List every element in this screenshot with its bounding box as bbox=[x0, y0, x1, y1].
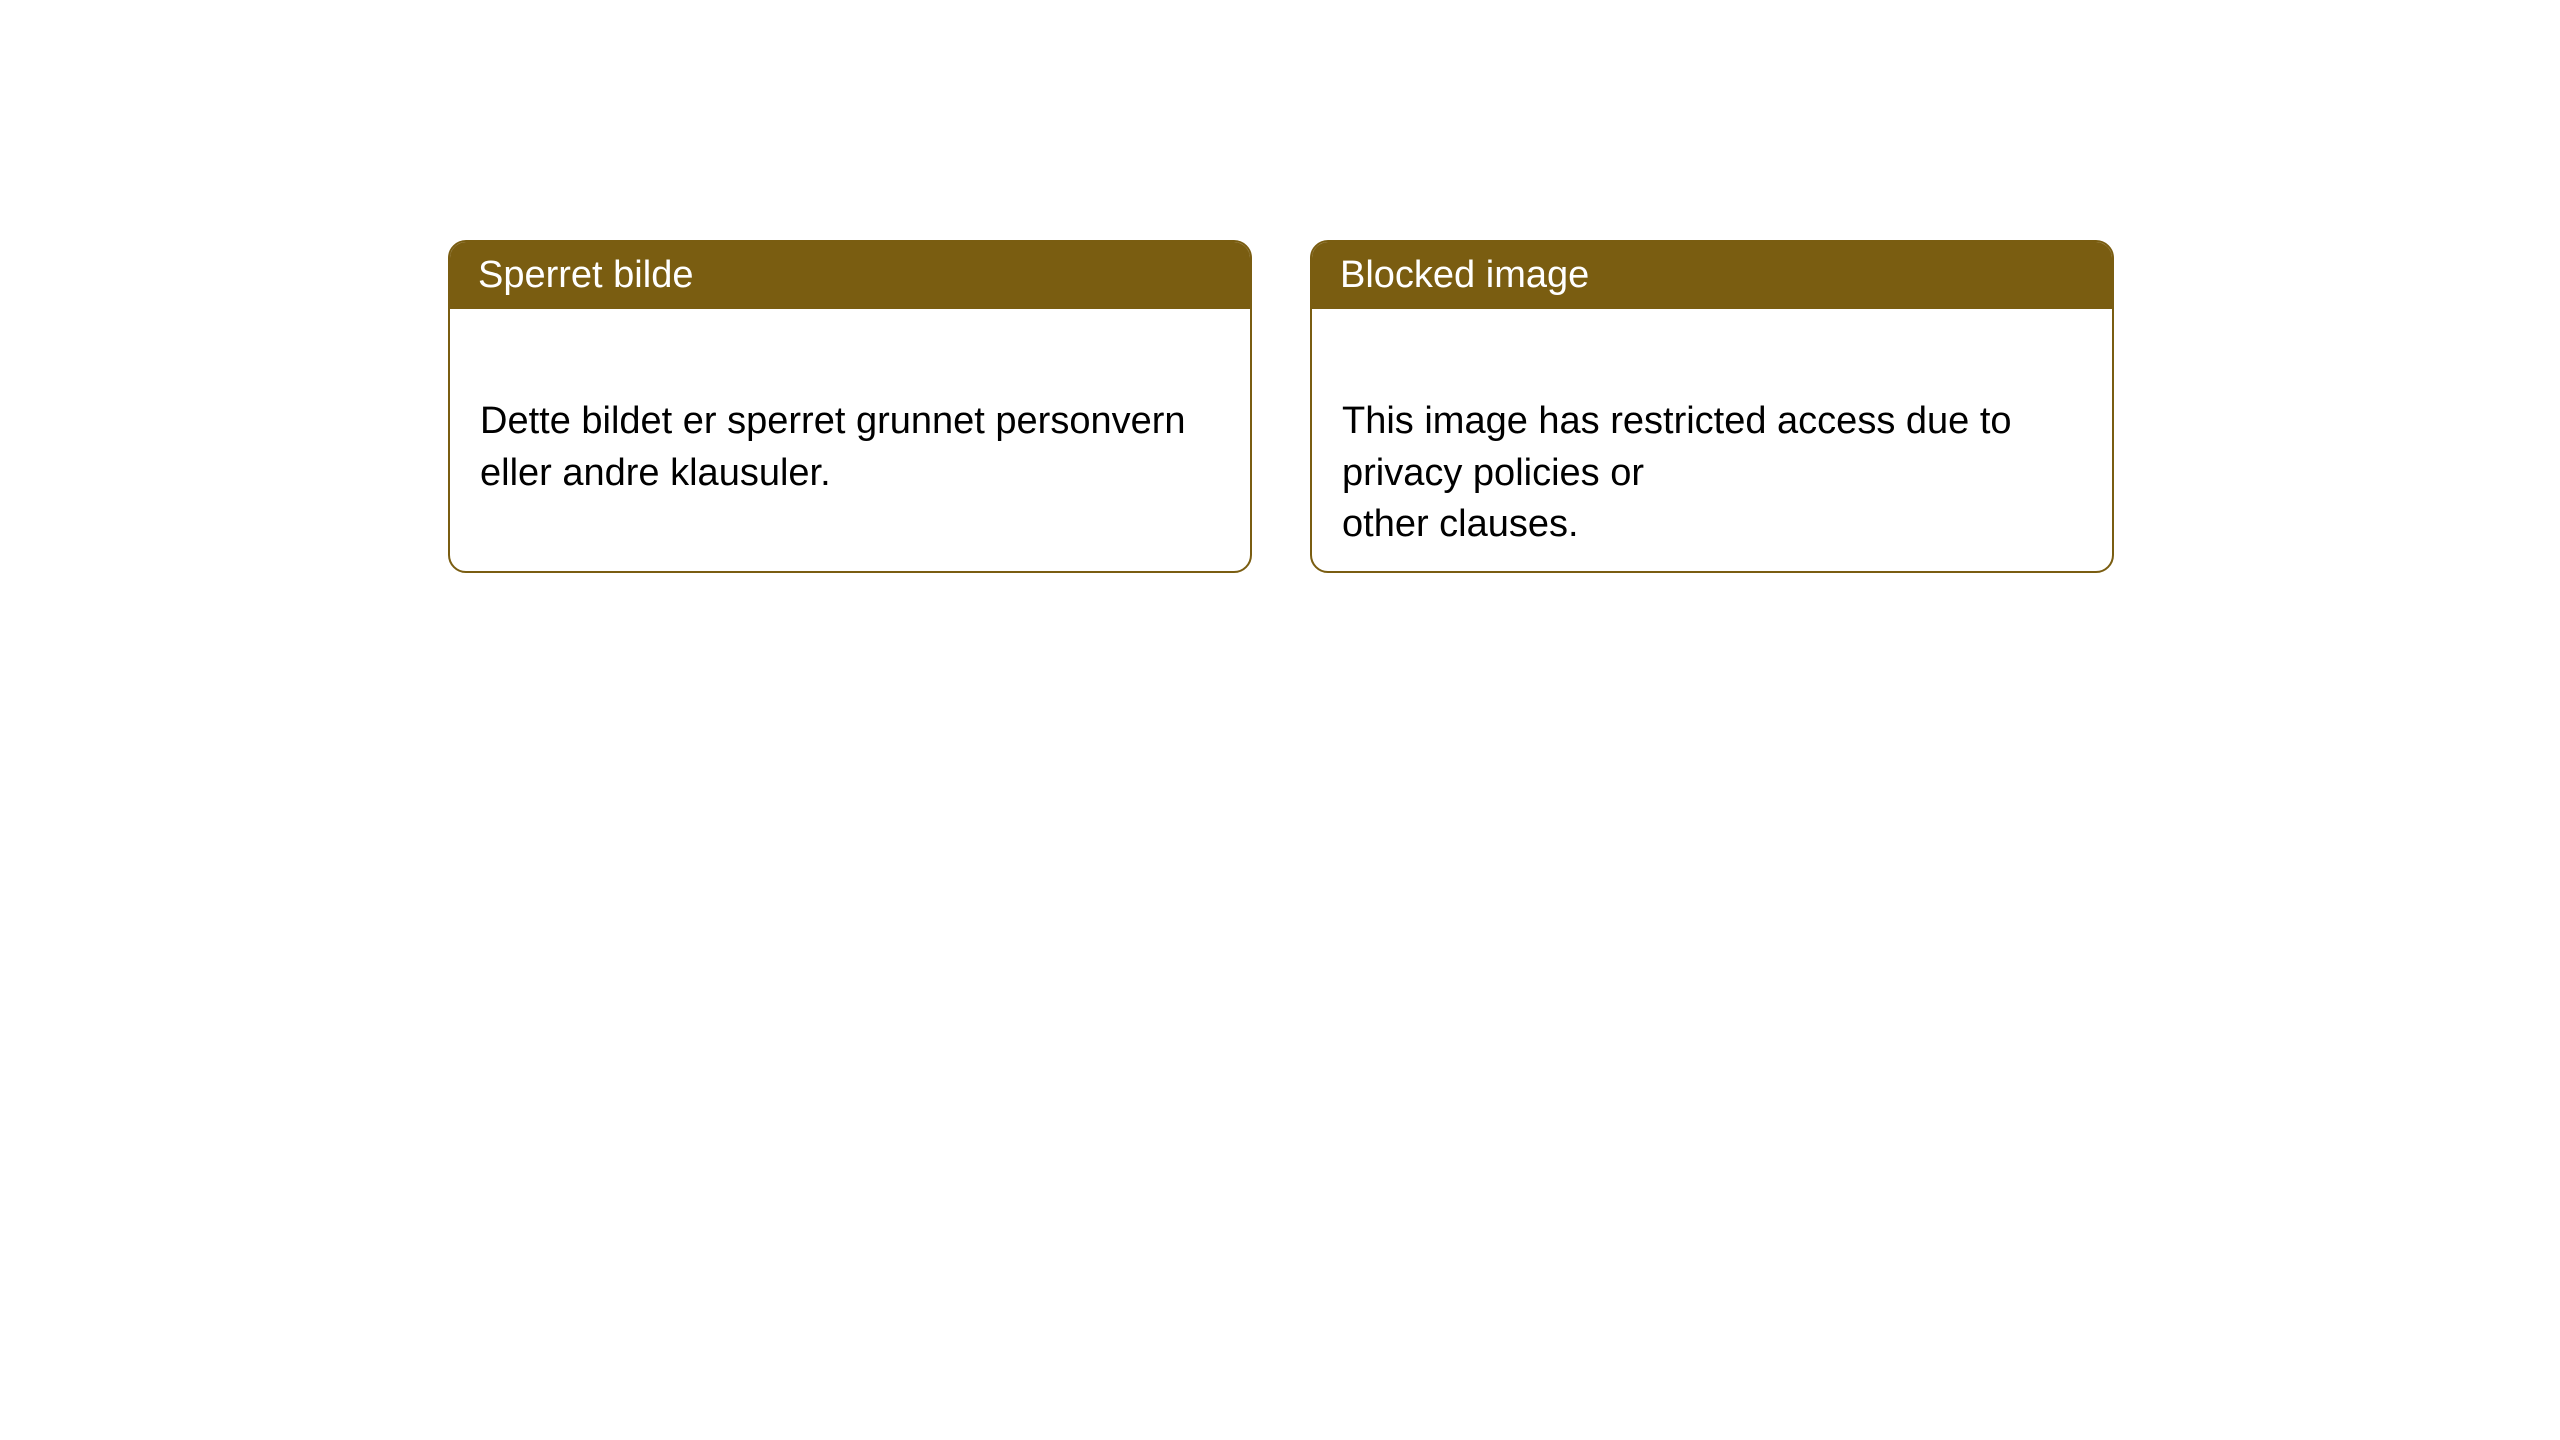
card-title: Sperret bilde bbox=[478, 254, 693, 296]
card-body-text: This image has restricted access due to … bbox=[1342, 400, 2012, 545]
card-body: Dette bildet er sperret grunnet personve… bbox=[450, 309, 1250, 535]
card-body-text: Dette bildet er sperret grunnet personve… bbox=[480, 400, 1186, 493]
notice-container: Sperret bilde Dette bildet er sperret gr… bbox=[0, 0, 2560, 573]
card-title: Blocked image bbox=[1340, 254, 1589, 296]
card-body: This image has restricted access due to … bbox=[1312, 309, 2112, 573]
card-header: Blocked image bbox=[1312, 242, 2112, 309]
blocked-image-card-en: Blocked image This image has restricted … bbox=[1310, 240, 2114, 573]
card-header: Sperret bilde bbox=[450, 242, 1250, 309]
blocked-image-card-no: Sperret bilde Dette bildet er sperret gr… bbox=[448, 240, 1252, 573]
